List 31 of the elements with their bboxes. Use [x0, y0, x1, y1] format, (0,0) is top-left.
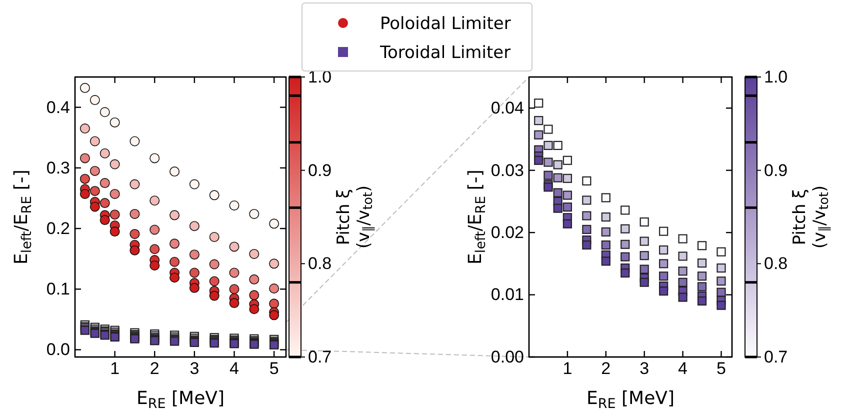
x-axis-title: E$_{RE}$ [MeV]	[586, 388, 674, 412]
legend-label: Toroidal Limiter	[379, 43, 511, 63]
y-tick-label: 0.4	[46, 98, 70, 117]
color-bar-label: 0.7	[308, 347, 332, 366]
x-tick-label: 3	[640, 359, 650, 378]
y-tick-label: 0.1	[46, 280, 70, 299]
x-tick-label: 5	[269, 359, 279, 378]
color-bar-label: 0.9	[764, 160, 788, 180]
y-tick-label: 0.04	[490, 98, 524, 118]
color-bar-label: 0.9	[308, 160, 332, 180]
y-tick-label: 0.0	[46, 340, 70, 360]
y-tick-label: 0.01	[490, 285, 524, 304]
y-tick-label: 0.00	[490, 347, 524, 366]
x-tick-label: 3	[190, 359, 200, 378]
color-bar-label: 1.0	[764, 67, 788, 86]
x-tick-label: 5	[716, 359, 726, 378]
x-axis-title: E$_{RE}$ [MeV]	[136, 388, 224, 412]
x-tick-label: 4	[678, 359, 688, 378]
y-tick-label: 0.2	[46, 218, 70, 238]
color-bar-label: 0.8	[764, 254, 788, 274]
x-tick-label: 4	[230, 359, 239, 378]
y-tick-label: 0.02	[490, 222, 524, 242]
x-tick-label: 2	[150, 359, 160, 378]
color-bar-label: 0.8	[308, 254, 332, 274]
color-bar-label: 0.7	[764, 347, 788, 366]
x-tick-label: 1	[562, 359, 572, 378]
y-tick-label: 0.3	[46, 158, 70, 178]
x-tick-label: 1	[110, 359, 120, 378]
x-tick-label: 2	[601, 359, 611, 378]
legend-label: Poloidal Limiter	[380, 14, 511, 34]
y-tick-label: 0.03	[490, 160, 524, 180]
